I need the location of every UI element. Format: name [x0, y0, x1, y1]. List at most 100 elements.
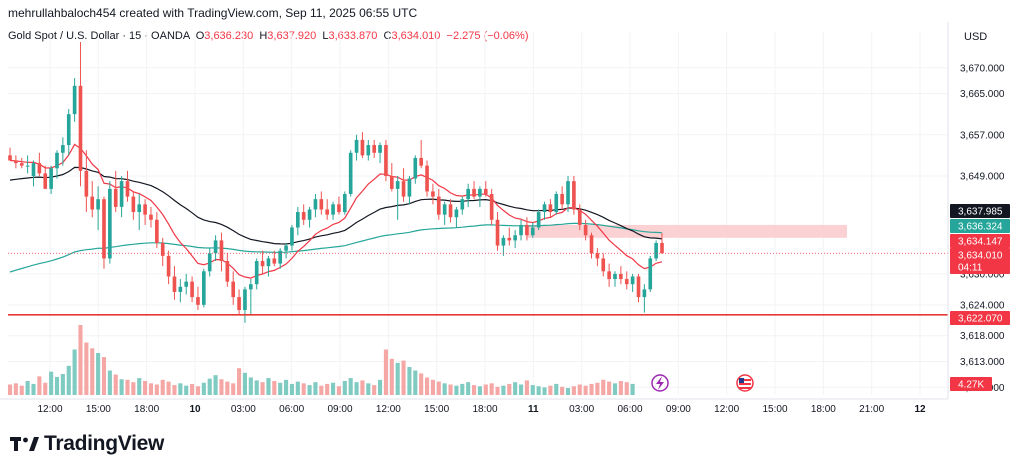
candles: [8, 42, 664, 323]
volume-bar: [195, 386, 201, 395]
price-tag-label: 3,637.985: [958, 207, 1003, 218]
volume-bar: [172, 385, 177, 395]
event-markers[interactable]: [651, 374, 754, 392]
volume-bar: [348, 378, 353, 395]
candle-body: [190, 281, 194, 298]
candle-body: [577, 209, 582, 225]
candlestick-chart[interactable]: 3,670.000 3,665.000 3,657.000 3,649.000 3,63…: [0, 0, 1024, 430]
flag-canton: [739, 378, 744, 383]
price-tag-label: 3,634.010: [958, 251, 1003, 262]
candle-body: [184, 281, 189, 287]
time-tick-label: 10: [189, 404, 201, 415]
volume-bar: [207, 378, 212, 395]
volume-bar: [372, 385, 377, 395]
volume-bar: [413, 370, 418, 395]
candle-body: [337, 204, 341, 213]
volume-bar: [113, 374, 118, 395]
volume-bar: [154, 384, 159, 395]
volume-bar: [366, 383, 371, 395]
time-axis[interactable]: 12:00 15:00 18:00 10 03:00 06:00 09:00 12:00 15:…: [0, 398, 948, 415]
tradingview-brand[interactable]: TradingView: [10, 432, 164, 456]
candle-body: [366, 145, 371, 156]
volume-bar: [190, 383, 195, 395]
candle-body: [642, 289, 647, 298]
candle-body: [348, 152, 353, 195]
candle-body: [319, 199, 324, 210]
volume-bar: [148, 383, 154, 395]
candle-body: [307, 209, 312, 220]
price-tags: 3,637.985 3,636.324 3,634.147 3,634.01004:1…: [950, 204, 1010, 391]
volume-bar: [630, 383, 635, 395]
attribution-header: mehrullahbaloch454 created with TradingV…: [8, 6, 418, 20]
candle-body: [8, 155, 12, 161]
volume-bar: [219, 379, 224, 395]
volume-bar: [571, 386, 576, 395]
volume-bar: [272, 381, 277, 395]
volume-bar: [530, 385, 535, 395]
price-tick-label: 3,613.000: [960, 357, 1005, 368]
volume-bar: [454, 385, 459, 395]
volume-bar: [460, 383, 465, 395]
candle-body: [149, 214, 153, 220]
volume-bar: [577, 384, 582, 395]
volume-bar: [483, 384, 488, 395]
flag-stripe: [739, 383, 751, 385]
candle-body: [260, 261, 265, 267]
candle-body: [61, 145, 65, 153]
volume-bar: [401, 360, 406, 395]
candle-body: [160, 242, 165, 256]
low-value: 3,633.870: [328, 30, 378, 42]
volume-tag-label: 4.27K: [958, 380, 984, 391]
candle-body: [231, 281, 236, 298]
volume-bar: [389, 358, 394, 395]
volume-bar: [342, 381, 347, 395]
candle-body: [102, 199, 106, 259]
volume-bar: [448, 384, 453, 395]
volume-bar: [131, 382, 136, 395]
candle-body: [454, 209, 459, 218]
volume-bar: [178, 383, 183, 395]
volume-bar: [436, 381, 441, 395]
flag-stripe: [739, 379, 751, 381]
candle-body: [525, 224, 529, 236]
candle-body: [213, 240, 218, 254]
volume-bar: [495, 386, 500, 395]
volume-bar: [143, 381, 148, 395]
volume-bar: [43, 382, 48, 395]
volume-bars: [7, 325, 635, 395]
volume-bar: [90, 348, 95, 395]
candle-body: [243, 289, 247, 310]
volume-bar: [225, 381, 230, 395]
price-tag-label: 3,622.070: [958, 314, 1003, 325]
volume-bar: [107, 370, 112, 395]
change-value: −2.275 (−0.06%): [446, 30, 529, 42]
volume-bar: [542, 387, 547, 395]
volume-bar: [242, 372, 248, 395]
volume-bar: [78, 325, 83, 395]
ema-slow-line: [9, 222, 663, 273]
ema-mid-line: [9, 166, 663, 245]
candle-body: [137, 204, 142, 213]
volume-bar: [49, 371, 54, 395]
candle-body: [489, 194, 494, 220]
candle-body: [143, 204, 147, 215]
candle-body: [466, 188, 470, 200]
price-tag: [950, 204, 1010, 218]
currency-label[interactable]: USD: [964, 31, 988, 43]
candle-body: [548, 204, 553, 213]
price-tick-label: 3,630.000: [960, 269, 1005, 280]
price-tag: [950, 311, 1010, 325]
candle-body: [202, 271, 206, 305]
candle-body: [595, 253, 600, 259]
volume-bar: [295, 381, 300, 395]
volume-bar: [513, 382, 518, 395]
candle-body: [272, 258, 277, 264]
time-tick-label: 03:00: [569, 404, 594, 415]
candle-body: [624, 279, 629, 285]
candle-body: [66, 114, 71, 146]
volume-bar: [137, 378, 142, 395]
price-tag: [950, 219, 1010, 233]
candle-body: [25, 165, 30, 167]
time-tick-label: 09:00: [327, 404, 352, 415]
candle-body: [278, 250, 283, 264]
